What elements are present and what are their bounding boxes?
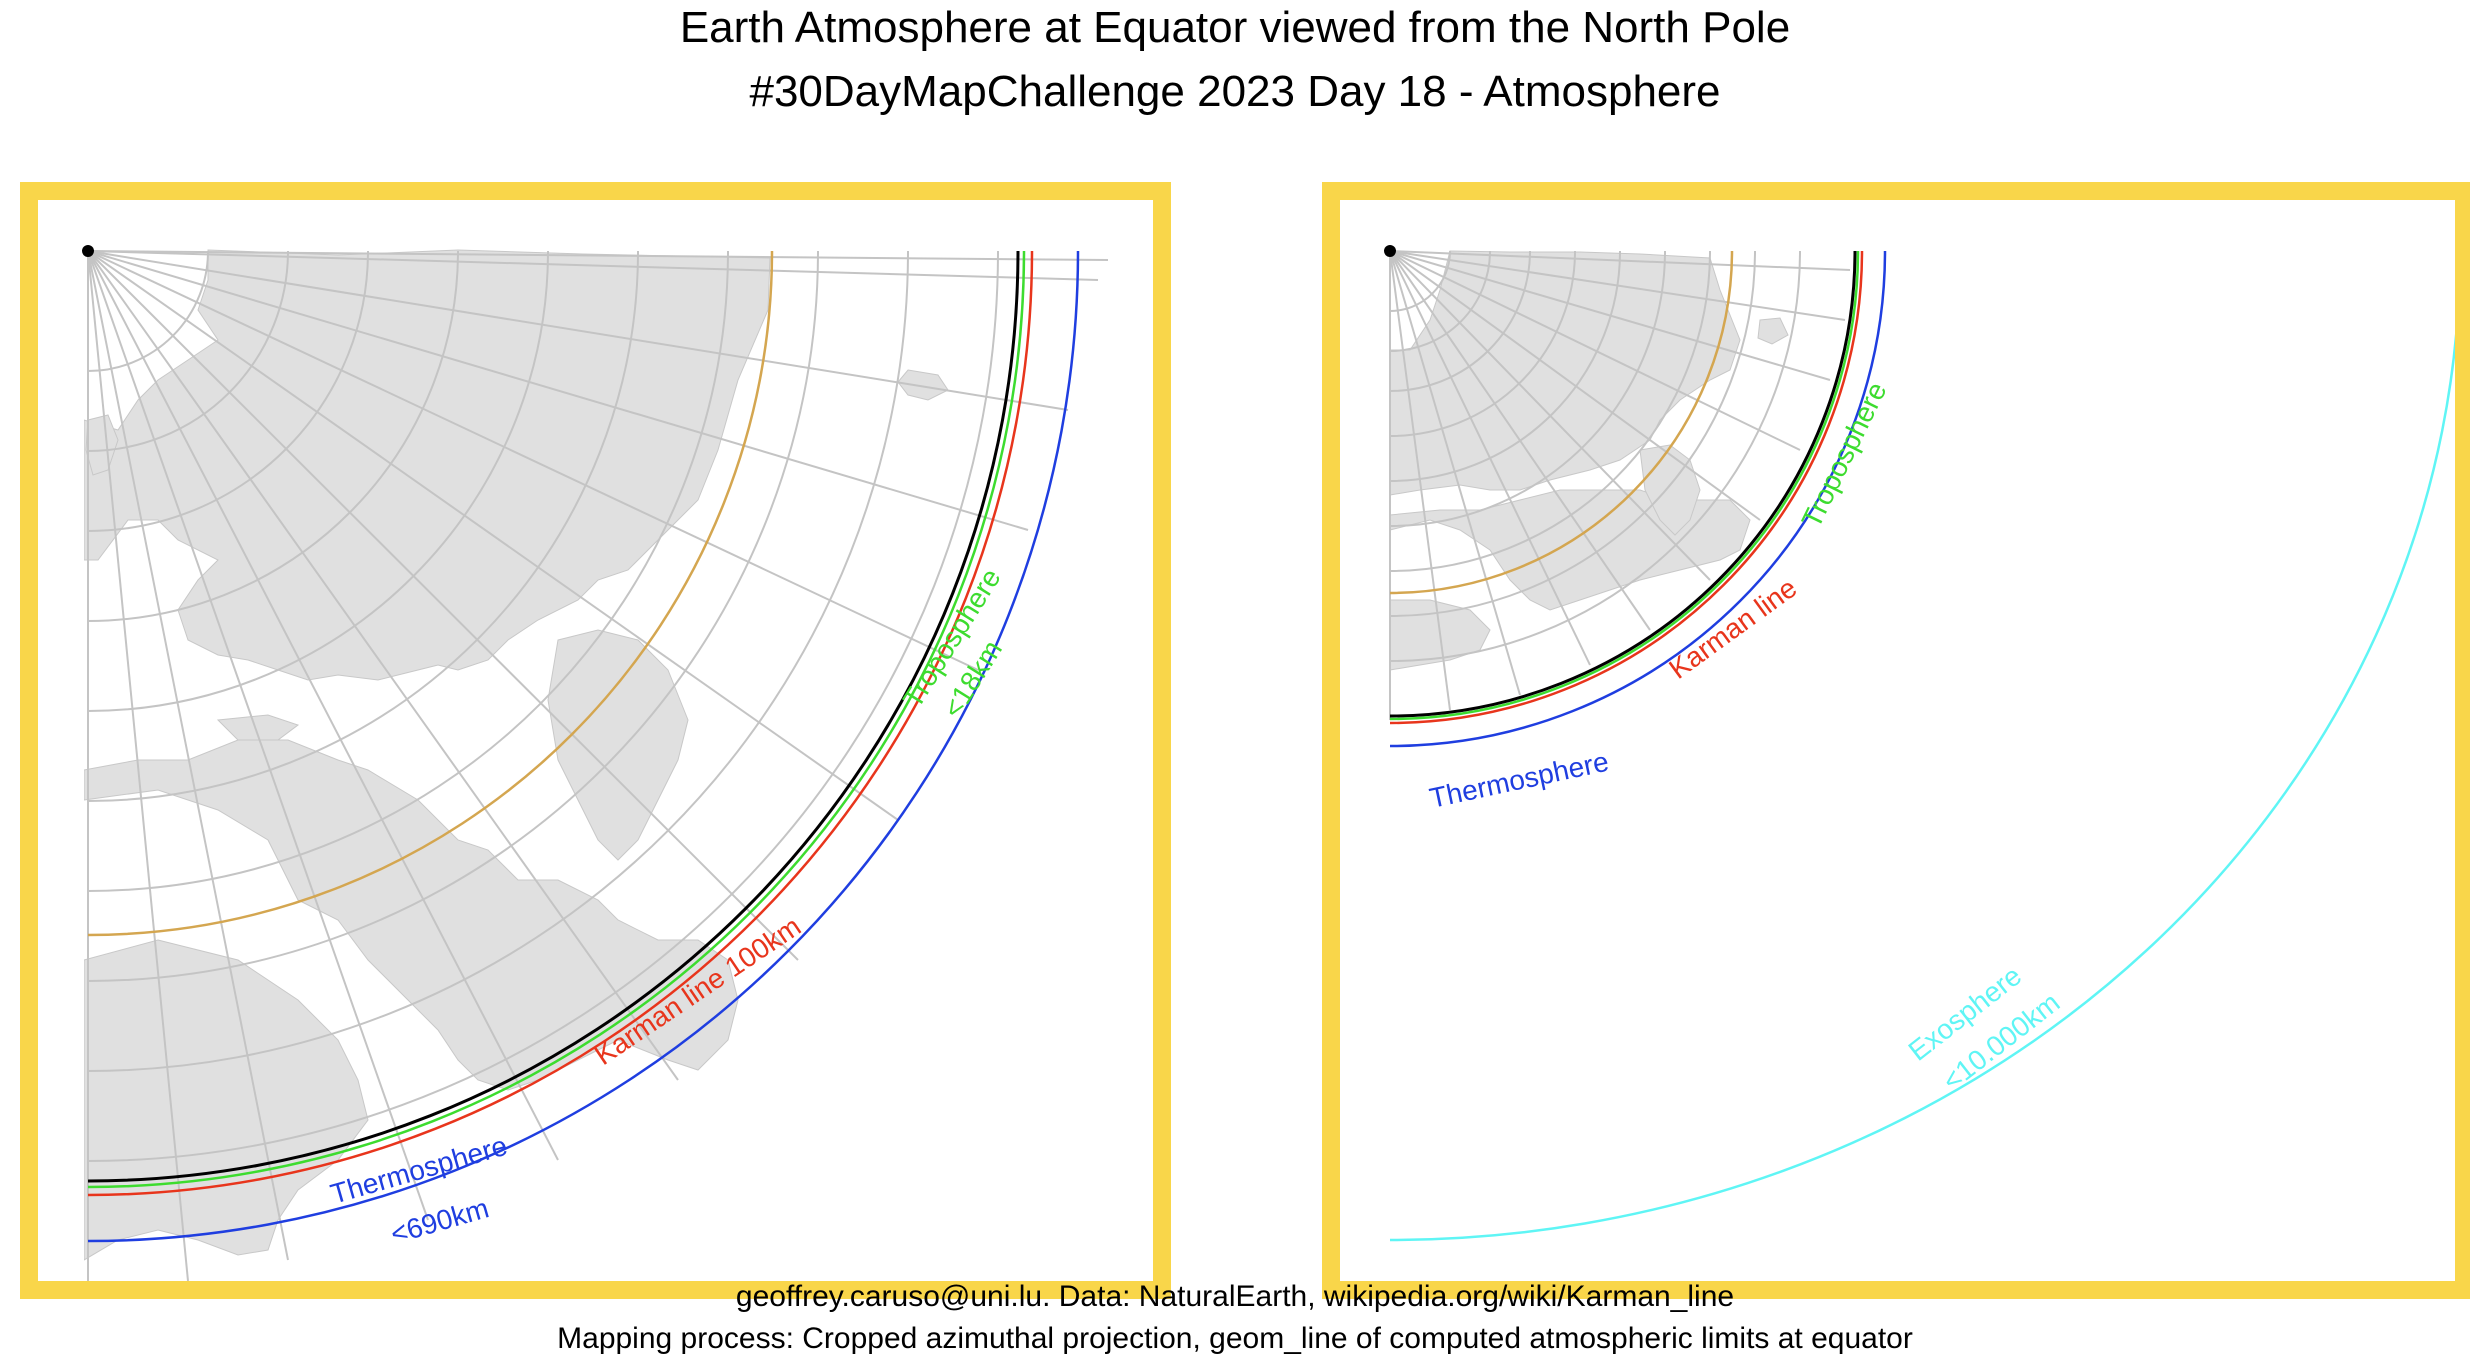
thermosphere-altitude-left: <690km: [387, 1192, 492, 1249]
graticule-parallels-right: [1389, 250, 1801, 662]
north-pole-point-right: [1384, 245, 1396, 257]
land-india: [547, 629, 689, 861]
chart-title: Earth Atmosphere at Equator viewed from …: [679, 3, 1791, 52]
map-panel-right: Troposphere Karman line Thermosphere Exo…: [1322, 182, 2470, 1299]
credit-caption: geoffrey.caruso@uni.lu. Data: NaturalEar…: [735, 1280, 1735, 1313]
troposphere-line-left: [87, 250, 1026, 1189]
map-panel-left: Troposphere <18km Karman line 100km Ther…: [20, 182, 1171, 1299]
equator-line-right: [1389, 250, 1857, 718]
tropic-of-cancer-left: [87, 250, 774, 937]
land-eurasia: [84, 249, 771, 681]
thermosphere-line-left: [87, 250, 1080, 1243]
exosphere-line-right: [1389, 332, 2455, 1242]
troposphere-line-right: [1389, 250, 1860, 721]
land-africa: [1389, 489, 1751, 611]
tropic-of-cancer-right: [1389, 250, 1734, 595]
land-japan: [1757, 317, 1789, 345]
land-masses-left: [84, 249, 949, 1261]
map-right: Troposphere Karman line Thermosphere Exo…: [1384, 245, 2455, 1242]
thermosphere-line-right: [1389, 250, 1887, 748]
map-left: Troposphere <18km Karman line 100km Ther…: [82, 245, 1109, 1281]
north-pole-point-left: [82, 245, 94, 257]
graticule-meridians-left: [87, 250, 1109, 1281]
method-caption: Mapping process: Cropped azimuthal proje…: [557, 1322, 1913, 1355]
karman-label-right: Karman line: [1663, 572, 1802, 685]
karman-line-right: [1389, 250, 1864, 725]
chart-subtitle: #30DayMapChallenge 2023 Day 18 - Atmosph…: [749, 67, 1721, 116]
land-masses-right: [1389, 250, 1789, 671]
land-africa: [84, 739, 739, 1091]
land-mediterranean-isle: [216, 714, 300, 741]
thermosphere-label-right: Thermosphere: [1427, 746, 1612, 814]
karman-line-left: [87, 250, 1034, 1197]
equator-line-left: [87, 250, 1020, 1183]
land-japan: [897, 369, 949, 401]
graticule-parallels-left: [87, 250, 999, 1162]
land-uk: [85, 414, 119, 476]
